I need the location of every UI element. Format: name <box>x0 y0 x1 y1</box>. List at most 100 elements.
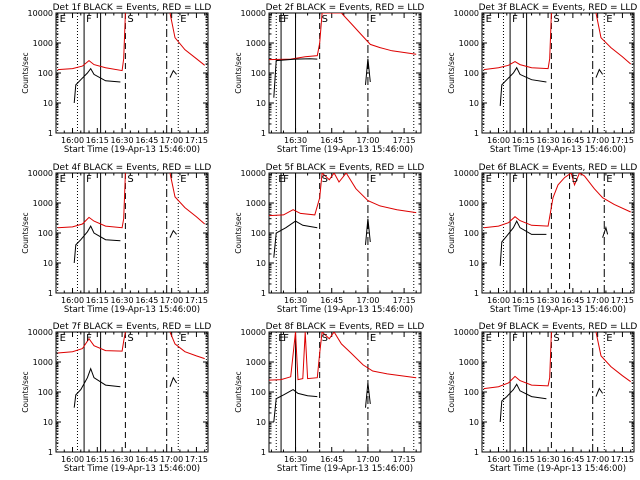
y-axis-title: Counts/sec <box>234 212 243 253</box>
interval-marker-label: E <box>60 14 66 25</box>
x-tick-label: 17:00 <box>586 296 609 305</box>
events-series-line <box>169 376 178 387</box>
x-tick-label: 16:30 <box>111 455 134 464</box>
y-axis-title: Counts/sec <box>21 52 30 93</box>
interval-marker-label: E <box>486 14 492 25</box>
y-axis-title: Counts/sec <box>234 371 243 412</box>
events-series-line <box>595 387 604 397</box>
interval-marker-label: E <box>278 333 284 344</box>
x-tick-label: 16:45 <box>320 296 343 305</box>
y-axis-title: Counts/sec <box>21 371 30 412</box>
x-tick-label: 16:45 <box>320 455 343 464</box>
interval-marker-label: S <box>322 174 328 185</box>
x-tick-label: 17:00 <box>160 136 183 145</box>
y-tick-label: 1 <box>474 129 479 138</box>
y-tick-label: 10 <box>256 99 266 108</box>
lld-series-line <box>483 332 552 390</box>
x-tick-label: 17:15 <box>185 296 208 305</box>
y-tick-label: 1000 <box>33 39 53 48</box>
y-tick-label: 10000 <box>241 169 266 178</box>
lld-series-line <box>57 332 126 354</box>
x-tick-label: 16:15 <box>512 296 535 305</box>
x-tick-label: 16:15 <box>86 296 109 305</box>
lld-series-line <box>169 332 205 360</box>
interval-marker-label: S <box>553 14 559 25</box>
x-axis-title: Start Time (19-Apr-13 15:46:00) <box>490 464 626 474</box>
plot-frame <box>268 172 422 294</box>
panel-title: Det 6f BLACK = Events, RED = LLD <box>479 163 638 173</box>
x-tick-label: 17:15 <box>185 136 208 145</box>
x-tick-label: 17:00 <box>586 455 609 464</box>
y-axis-title: Counts/sec <box>234 52 243 93</box>
detector-panel: Det 8f BLACK = Events, RED = LLD 1 10 100 10… <box>234 322 424 474</box>
data-area <box>483 13 633 133</box>
interval-marker-label: E <box>278 174 284 185</box>
x-tick-label: 16:00 <box>487 455 510 464</box>
x-tick-label: 16:30 <box>284 136 307 145</box>
y-axis-title: Counts/sec <box>21 212 30 253</box>
events-series-line <box>273 220 318 258</box>
interval-marker-label: E <box>180 174 186 185</box>
x-tick-label: 16:45 <box>561 455 584 464</box>
x-tick-label: 16:15 <box>512 455 535 464</box>
interval-marker-label: F <box>512 174 518 185</box>
y-tick-label: 100 <box>38 388 53 397</box>
x-tick-label: 16:15 <box>86 136 109 145</box>
x-tick-label: 16:45 <box>135 296 158 305</box>
y-tick-label: 100 <box>251 229 266 238</box>
detector-panel: Det 5f BLACK = Events, RED = LLD 1 10 100 10… <box>234 163 424 315</box>
panel-title: Det 8f BLACK = Events, RED = LLD <box>266 322 425 332</box>
interval-marker-label: F <box>283 333 289 344</box>
panel-title: Det 5f BLACK = Events, RED = LLD <box>266 163 425 173</box>
interval-marker-label: S <box>127 14 133 25</box>
interval-marker-label: E <box>278 14 284 25</box>
x-tick-label: 16:30 <box>537 455 560 464</box>
plot-frame <box>481 172 635 294</box>
lld-series-line <box>595 332 631 383</box>
y-tick-label: 1 <box>48 448 53 457</box>
x-tick-label: 17:00 <box>356 296 379 305</box>
x-tick-label: 17:15 <box>393 136 416 145</box>
y-tick-label: 10 <box>43 259 53 268</box>
y-tick-label: 1 <box>48 129 53 138</box>
y-axis-title: Counts/sec <box>447 52 456 93</box>
lld-series-line <box>483 173 631 229</box>
x-tick-label: 17:00 <box>160 296 183 305</box>
events-series-line <box>73 225 121 264</box>
lld-series-line <box>57 173 126 229</box>
x-tick-label: 16:00 <box>487 136 510 145</box>
x-tick-label: 17:15 <box>393 296 416 305</box>
data-area <box>269 332 417 452</box>
data-area <box>483 332 633 452</box>
events-series-line <box>602 225 609 238</box>
y-tick-label: 100 <box>251 388 266 397</box>
x-tick-label: 16:45 <box>135 455 158 464</box>
interval-marker-label: E <box>370 14 376 25</box>
interval-marker-label: E <box>60 333 66 344</box>
y-tick-label: 1 <box>48 289 53 298</box>
data-area <box>57 173 207 293</box>
interval-marker-label: E <box>606 14 612 25</box>
lld-series-line <box>269 13 417 61</box>
x-tick-label: 17:00 <box>160 455 183 464</box>
y-tick-label: 100 <box>464 69 479 78</box>
panel-title: Det 3f BLACK = Events, RED = LLD <box>479 3 638 13</box>
x-tick-label: 16:45 <box>561 296 584 305</box>
x-tick-label: 17:15 <box>393 455 416 464</box>
events-series-line <box>499 66 547 106</box>
y-tick-label: 1 <box>261 129 266 138</box>
x-axis-title: Start Time (19-Apr-13 15:46:00) <box>277 145 413 155</box>
y-tick-label: 1000 <box>246 39 266 48</box>
x-tick-label: 17:00 <box>586 136 609 145</box>
y-tick-label: 10 <box>469 259 479 268</box>
y-tick-label: 1000 <box>246 199 266 208</box>
y-tick-label: 100 <box>38 69 53 78</box>
plot-frame <box>268 12 422 134</box>
detector-panel: Det 2f BLACK = Events, RED = LLD 1 10 100 10… <box>234 3 424 155</box>
x-tick-label: 16:30 <box>537 136 560 145</box>
interval-marker-label: F <box>283 14 289 25</box>
detector-panel: Det 4f BLACK = Events, RED = LLD 1 10 100 10… <box>21 163 211 315</box>
x-tick-label: 16:30 <box>111 296 134 305</box>
interval-marker-label: E <box>370 174 376 185</box>
events-series-line <box>365 58 371 85</box>
